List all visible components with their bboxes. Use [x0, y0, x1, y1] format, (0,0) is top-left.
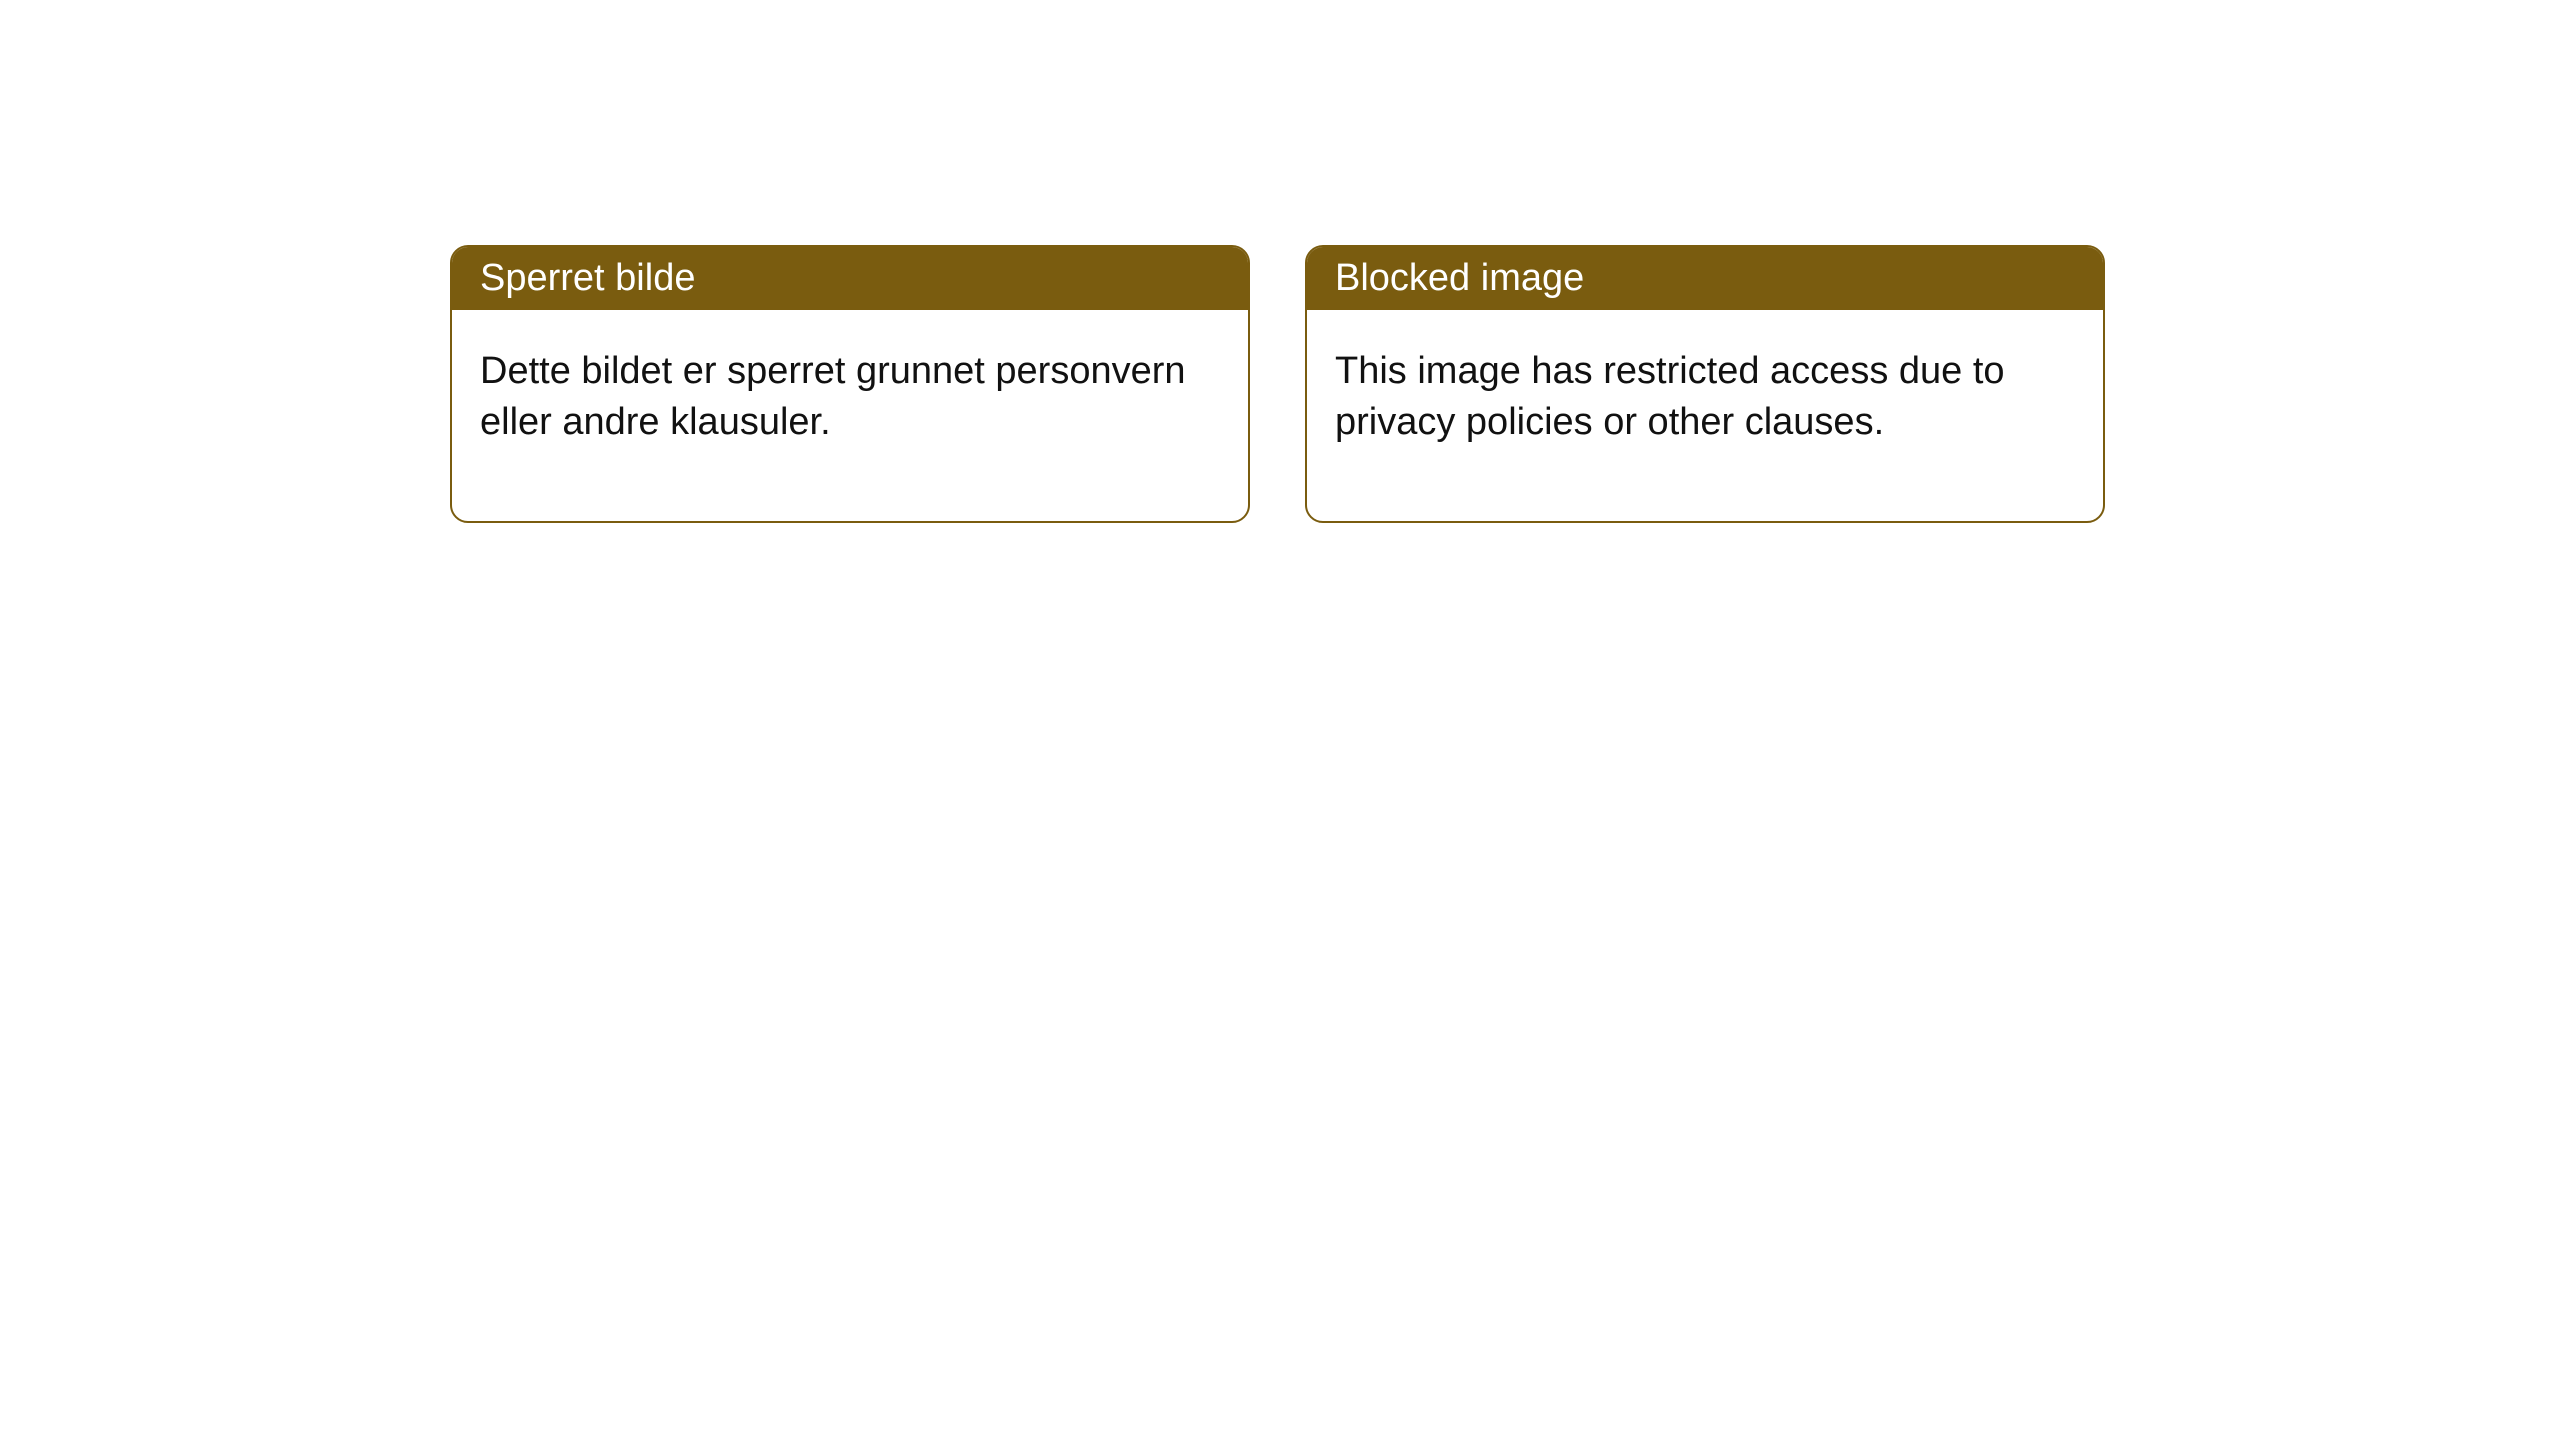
notice-card-english: Blocked image This image has restricted …	[1305, 245, 2105, 523]
notice-header: Sperret bilde	[452, 247, 1248, 310]
notice-body-text: This image has restricted access due to …	[1335, 350, 2005, 443]
notice-body: Dette bildet er sperret grunnet personve…	[452, 310, 1248, 521]
notice-body: This image has restricted access due to …	[1307, 310, 2103, 521]
notice-title: Blocked image	[1335, 257, 1584, 299]
notice-container: Sperret bilde Dette bildet er sperret gr…	[0, 0, 2560, 523]
notice-card-norwegian: Sperret bilde Dette bildet er sperret gr…	[450, 245, 1250, 523]
notice-header: Blocked image	[1307, 247, 2103, 310]
notice-body-text: Dette bildet er sperret grunnet personve…	[480, 350, 1186, 443]
notice-title: Sperret bilde	[480, 257, 695, 299]
